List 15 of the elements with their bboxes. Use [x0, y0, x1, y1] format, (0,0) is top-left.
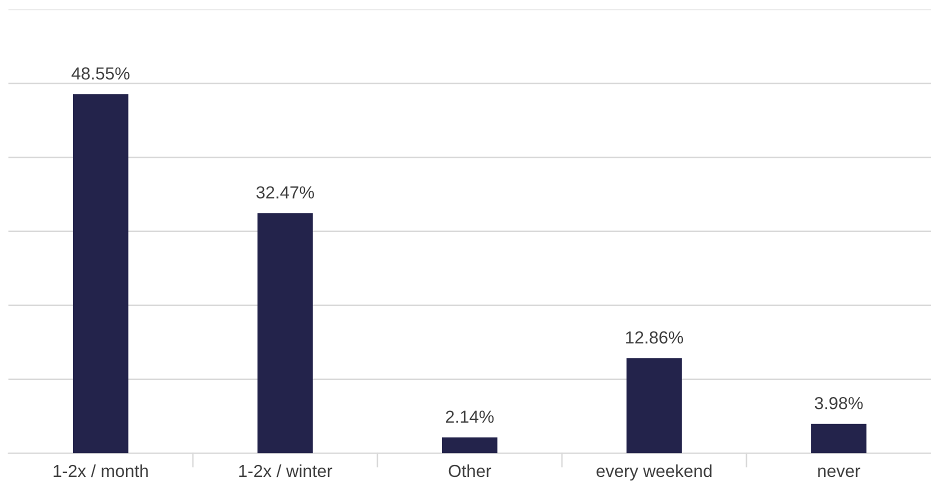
x-tick-label: 1-2x / month	[54, 464, 148, 478]
x-tick-label: every weekend	[596, 464, 712, 481]
data-label: 32.47%	[256, 186, 314, 199]
x-tick-label: never	[818, 468, 860, 478]
data-label: 2.14%	[446, 410, 494, 423]
bar	[811, 424, 866, 454]
x-tick-label: 1-2x / winter	[239, 464, 332, 478]
data-label: 12.86%	[626, 331, 684, 344]
bar	[626, 358, 682, 454]
bar	[72, 94, 128, 454]
bar	[257, 213, 313, 454]
x-tick-label: Other	[448, 464, 492, 478]
data-label: 48.55%	[72, 67, 130, 80]
data-label: 3.98%	[814, 396, 863, 410]
bar	[442, 437, 498, 454]
